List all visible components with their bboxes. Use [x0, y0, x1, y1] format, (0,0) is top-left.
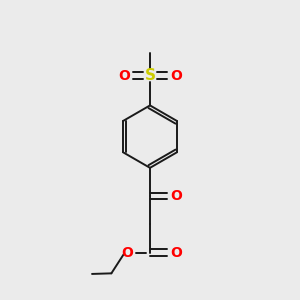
Text: O: O — [121, 245, 133, 260]
Text: O: O — [118, 69, 130, 83]
Text: O: O — [170, 189, 182, 203]
Text: O: O — [170, 245, 182, 260]
Text: O: O — [170, 69, 182, 83]
Text: S: S — [145, 68, 155, 83]
